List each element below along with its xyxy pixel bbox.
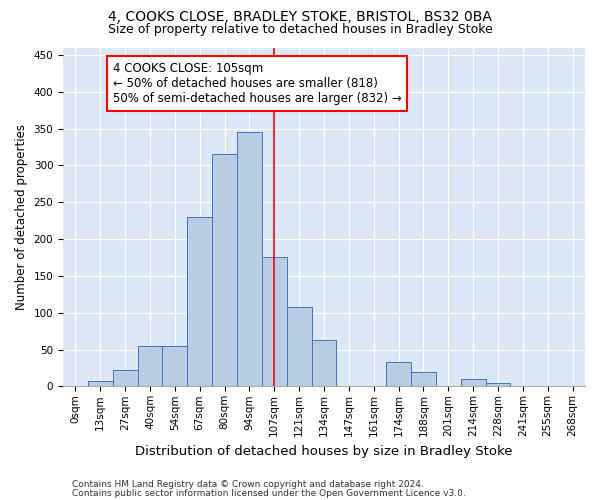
- Bar: [113, 370, 137, 386]
- Bar: [262, 258, 287, 386]
- Bar: [461, 379, 485, 386]
- Text: Contains HM Land Registry data © Crown copyright and database right 2024.: Contains HM Land Registry data © Crown c…: [72, 480, 424, 489]
- Bar: [163, 346, 187, 387]
- Bar: [137, 346, 163, 387]
- Bar: [485, 382, 511, 386]
- Text: 4, COOKS CLOSE, BRADLEY STOKE, BRISTOL, BS32 0BA: 4, COOKS CLOSE, BRADLEY STOKE, BRISTOL, …: [108, 10, 492, 24]
- Bar: [88, 381, 113, 386]
- Y-axis label: Number of detached properties: Number of detached properties: [15, 124, 28, 310]
- X-axis label: Distribution of detached houses by size in Bradley Stoke: Distribution of detached houses by size …: [135, 444, 513, 458]
- Bar: [237, 132, 262, 386]
- Bar: [287, 307, 311, 386]
- Bar: [311, 340, 337, 386]
- Bar: [386, 362, 411, 386]
- Bar: [411, 372, 436, 386]
- Text: Size of property relative to detached houses in Bradley Stoke: Size of property relative to detached ho…: [107, 22, 493, 36]
- Text: Contains public sector information licensed under the Open Government Licence v3: Contains public sector information licen…: [72, 488, 466, 498]
- Bar: [212, 154, 237, 386]
- Bar: [187, 217, 212, 386]
- Text: 4 COOKS CLOSE: 105sqm
← 50% of detached houses are smaller (818)
50% of semi-det: 4 COOKS CLOSE: 105sqm ← 50% of detached …: [113, 62, 401, 105]
